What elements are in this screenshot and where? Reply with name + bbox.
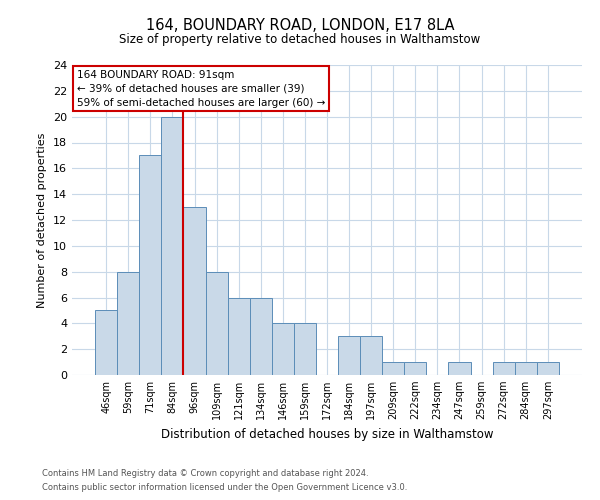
Bar	[338, 336, 360, 375]
Bar	[404, 362, 427, 375]
Bar	[515, 362, 537, 375]
Bar	[294, 324, 316, 375]
Bar	[184, 207, 206, 375]
Bar	[206, 272, 227, 375]
Bar	[448, 362, 470, 375]
Text: 164 BOUNDARY ROAD: 91sqm
← 39% of detached houses are smaller (39)
59% of semi-d: 164 BOUNDARY ROAD: 91sqm ← 39% of detach…	[77, 70, 325, 108]
Bar	[227, 298, 250, 375]
Bar	[117, 272, 139, 375]
Bar	[382, 362, 404, 375]
Bar	[360, 336, 382, 375]
Bar	[161, 116, 184, 375]
Text: Contains HM Land Registry data © Crown copyright and database right 2024.: Contains HM Land Registry data © Crown c…	[42, 468, 368, 477]
Bar	[272, 324, 294, 375]
Text: Size of property relative to detached houses in Walthamstow: Size of property relative to detached ho…	[119, 32, 481, 46]
Y-axis label: Number of detached properties: Number of detached properties	[37, 132, 47, 308]
X-axis label: Distribution of detached houses by size in Walthamstow: Distribution of detached houses by size …	[161, 428, 493, 440]
Bar	[493, 362, 515, 375]
Bar	[537, 362, 559, 375]
Text: 164, BOUNDARY ROAD, LONDON, E17 8LA: 164, BOUNDARY ROAD, LONDON, E17 8LA	[146, 18, 454, 32]
Bar	[139, 156, 161, 375]
Text: Contains public sector information licensed under the Open Government Licence v3: Contains public sector information licen…	[42, 484, 407, 492]
Bar	[250, 298, 272, 375]
Bar	[95, 310, 117, 375]
